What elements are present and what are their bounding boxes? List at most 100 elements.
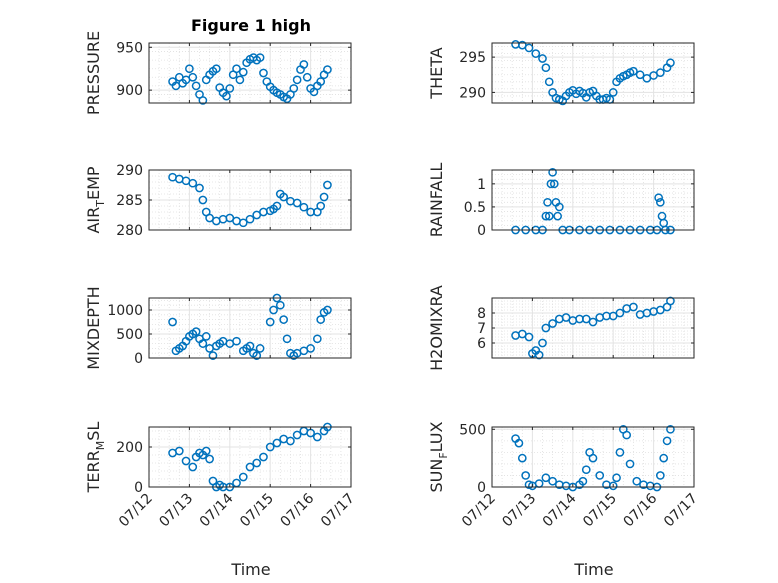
data-point [292, 75, 302, 85]
data-point [174, 446, 184, 456]
series-markers [511, 296, 675, 360]
x-tick-label: 07/16 [621, 490, 661, 530]
subplot-3: 280 285 290 AIRTEMP [84, 163, 352, 239]
data-point [625, 459, 635, 469]
data-point [323, 180, 332, 190]
data-point [245, 341, 255, 351]
data-point [188, 178, 198, 188]
data-point [259, 68, 268, 78]
data-point [245, 214, 255, 224]
data-point [272, 201, 282, 211]
data-point [659, 453, 669, 463]
data-point [323, 65, 332, 74]
data-point [581, 465, 591, 475]
y-tick-label: 0 [477, 480, 486, 496]
data-point [306, 344, 315, 353]
data-point [312, 432, 322, 442]
x-tick-label: 07/14 [197, 490, 237, 530]
data-point [232, 478, 241, 488]
x-axis-label-left: Time [230, 560, 270, 579]
y-tick-label: 1 [477, 177, 486, 193]
x-tick-label: 07/12 [459, 491, 499, 531]
data-point [201, 332, 211, 341]
y-tick-label: 0 [134, 351, 143, 367]
data-point [561, 481, 571, 491]
data-point [608, 481, 618, 491]
y-axis-label-part: T [94, 200, 107, 208]
data-point [319, 192, 329, 202]
data-point [544, 77, 554, 87]
y-axis-label-8: SUNFLUX [427, 421, 450, 492]
data-point [218, 214, 228, 224]
subplot-7: 0 200 07/12 07/13 07/14 07/15 07/16 07/17 TERRMS… [84, 422, 358, 531]
data-point [275, 300, 285, 310]
data-point [316, 201, 326, 211]
y-tick-label: 0.5 [464, 200, 486, 216]
x-tick-label: 07/15 [237, 491, 277, 531]
y-axis-label-part: F [437, 452, 450, 458]
data-point [181, 456, 191, 466]
data-point [168, 317, 177, 327]
x-tick-label: 07/13 [156, 491, 196, 531]
data-point [269, 305, 278, 315]
series-markers [511, 167, 675, 235]
data-point [225, 84, 235, 93]
y-axis-label-2: THETA [427, 47, 446, 99]
data-point [255, 53, 265, 62]
y-axis-label-part: TERR [84, 450, 103, 493]
data-point [265, 442, 275, 452]
y-axis-label-part: M [94, 441, 107, 451]
y-tick-label: 200 [116, 440, 143, 456]
y-tick-label: 6 [477, 336, 486, 352]
data-point [544, 211, 554, 221]
data-point [299, 202, 309, 212]
axes-box [491, 169, 695, 231]
subplot-1: 900 950 PRESSURE [84, 31, 352, 115]
y-axis-label-6: H2OMIXRA [427, 285, 446, 371]
subplot-2: 290 295 THETA [427, 40, 695, 106]
data-point [632, 476, 642, 486]
y-axis-label-part: SUN [427, 459, 446, 493]
data-point [588, 453, 598, 463]
data-point [191, 327, 201, 336]
data-point [286, 436, 295, 446]
y-tick-label: 290 [459, 85, 486, 101]
data-point [629, 66, 638, 76]
data-point [198, 339, 208, 348]
x-tick-label: 07/16 [278, 490, 318, 530]
data-point [657, 211, 667, 221]
x-axis-label-right: Time [573, 560, 613, 579]
data-point [615, 308, 625, 318]
x-tick-label: 07/14 [540, 490, 580, 530]
y-tick-label: 900 [116, 83, 143, 99]
data-point [323, 305, 332, 315]
data-point [524, 332, 534, 342]
series-markers [511, 40, 675, 106]
data-point [541, 323, 551, 333]
data-point [546, 179, 556, 189]
y-tick-label: 0 [477, 223, 486, 239]
data-point [629, 302, 638, 312]
data-point [259, 452, 268, 462]
data-point [549, 179, 559, 189]
data-point [292, 430, 302, 440]
data-point [302, 72, 312, 82]
y-axis-label-3: AIRTEMP [84, 166, 107, 233]
data-point [554, 202, 564, 212]
figure-title: Figure 1 high [191, 16, 311, 35]
y-tick-label: 950 [116, 40, 143, 56]
data-point [543, 197, 552, 207]
y-axis-label-part: AIR [84, 207, 103, 234]
data-point [622, 430, 632, 440]
data-point [252, 458, 262, 468]
y-tick-label: 295 [459, 50, 486, 66]
data-point [541, 63, 551, 73]
data-point [232, 64, 241, 74]
y-tick-label: 7 [477, 321, 486, 337]
data-point [524, 43, 534, 53]
y-axis-label-1: PRESSURE [84, 31, 103, 115]
x-tick-label: 07/15 [580, 491, 620, 531]
data-point [541, 211, 551, 221]
